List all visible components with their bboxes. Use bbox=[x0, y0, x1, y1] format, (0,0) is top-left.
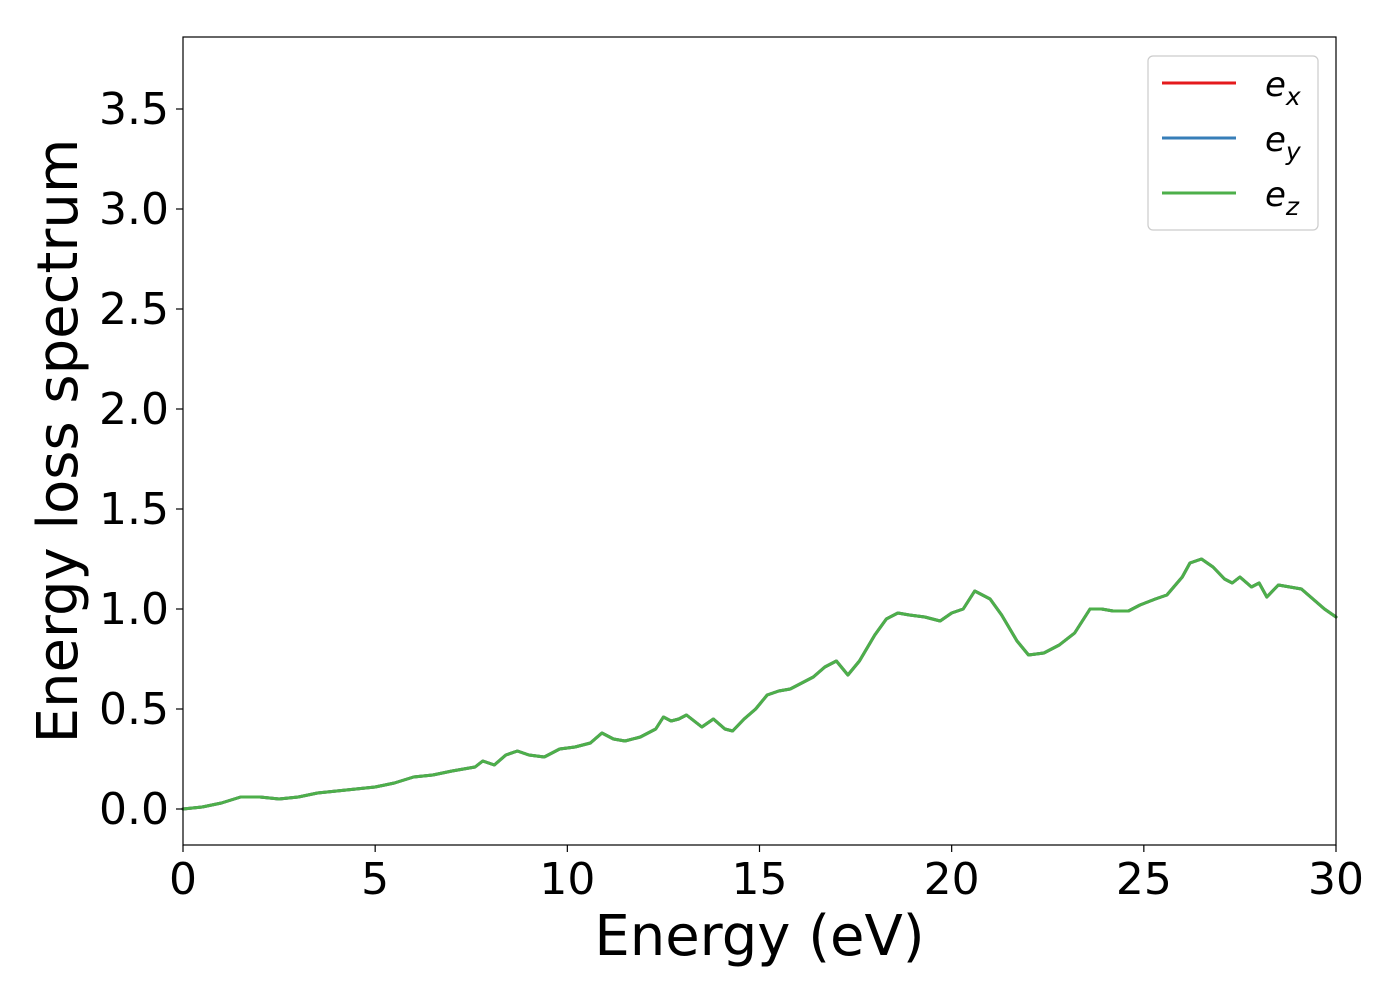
legend: ex ey ez bbox=[1147, 55, 1319, 231]
y-axis-title: Energy loss spectrum bbox=[26, 139, 91, 744]
x-axis: 0 5 10 15 20 25 30 bbox=[169, 845, 1364, 905]
x-tick-label: 20 bbox=[924, 854, 980, 905]
y-tick-label: 1.5 bbox=[99, 484, 169, 535]
y-tick-label: 3.0 bbox=[99, 184, 169, 235]
x-tick-label: 5 bbox=[361, 854, 389, 905]
y-axis: 0.0 0.5 1.0 1.5 2.0 2.5 3.0 3.5 bbox=[99, 84, 183, 835]
y-tick-label: 0.0 bbox=[99, 784, 169, 835]
x-tick-label: 15 bbox=[732, 854, 788, 905]
x-tick-label: 10 bbox=[539, 854, 595, 905]
y-tick-label: 0.5 bbox=[99, 684, 169, 735]
y-tick-label: 1.0 bbox=[99, 584, 169, 635]
y-tick-label: 3.5 bbox=[99, 84, 169, 135]
series-layer bbox=[181, 557, 1338, 811]
y-tick-label: 2.0 bbox=[99, 384, 169, 435]
x-axis-title: Energy (eV) bbox=[594, 904, 924, 969]
legend-label-ey: ey bbox=[1265, 120, 1302, 166]
legend-label-ex: ex bbox=[1265, 65, 1301, 111]
legend-label-ez: ez bbox=[1265, 175, 1300, 221]
x-tick-label: 0 bbox=[169, 854, 197, 905]
legend-frame bbox=[1147, 55, 1319, 231]
x-tick-label: 30 bbox=[1308, 854, 1364, 905]
y-tick-label: 2.5 bbox=[99, 284, 169, 335]
x-tick-label: 25 bbox=[1116, 854, 1172, 905]
series-line-ez bbox=[181, 557, 1338, 811]
